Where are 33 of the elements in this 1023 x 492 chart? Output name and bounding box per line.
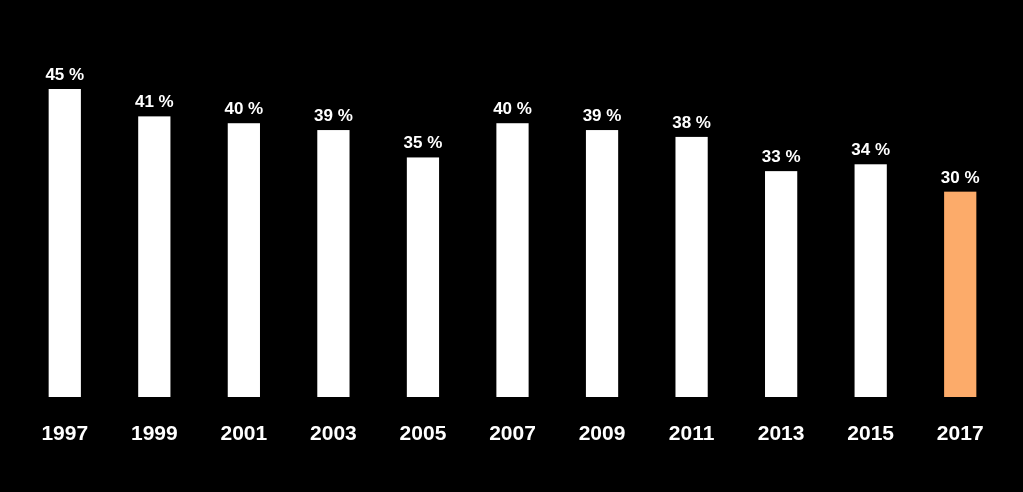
bar	[944, 191, 977, 397]
bar	[585, 130, 619, 397]
data-label: 39 %	[582, 106, 622, 126]
x-tick-label: 2009	[578, 421, 626, 444]
data-label: 30 %	[940, 167, 980, 187]
bar	[765, 171, 798, 397]
x-tick-label: 1997	[41, 421, 89, 444]
bar	[227, 123, 260, 397]
x-tick-label: 2013	[757, 421, 805, 444]
bar	[854, 164, 887, 397]
x-tick-label: 2005	[399, 421, 447, 444]
x-tick-label: 2017	[936, 421, 984, 444]
data-label: 34 %	[851, 140, 891, 160]
data-label: 40 %	[224, 99, 264, 119]
bar	[406, 157, 440, 397]
bar	[496, 123, 529, 397]
data-label: 45 %	[45, 65, 85, 84]
x-tick-label: 2015	[847, 421, 895, 444]
data-label: 38 %	[672, 112, 711, 132]
data-label: 35 %	[403, 133, 443, 153]
bar	[317, 130, 350, 397]
x-tick-label: 2007	[489, 421, 536, 444]
x-tick-label: 2011	[668, 421, 715, 444]
bar	[675, 136, 708, 397]
data-label: 41 %	[134, 92, 174, 112]
x-tick-label: 1999	[130, 421, 178, 444]
bar	[138, 116, 171, 397]
data-label: 33 %	[761, 147, 801, 167]
data-label: 39 %	[314, 106, 353, 126]
x-tick-label: 2003	[310, 421, 357, 444]
bar	[48, 89, 81, 397]
x-tick-label: 2001	[220, 421, 268, 444]
data-label: 40 %	[493, 99, 532, 119]
